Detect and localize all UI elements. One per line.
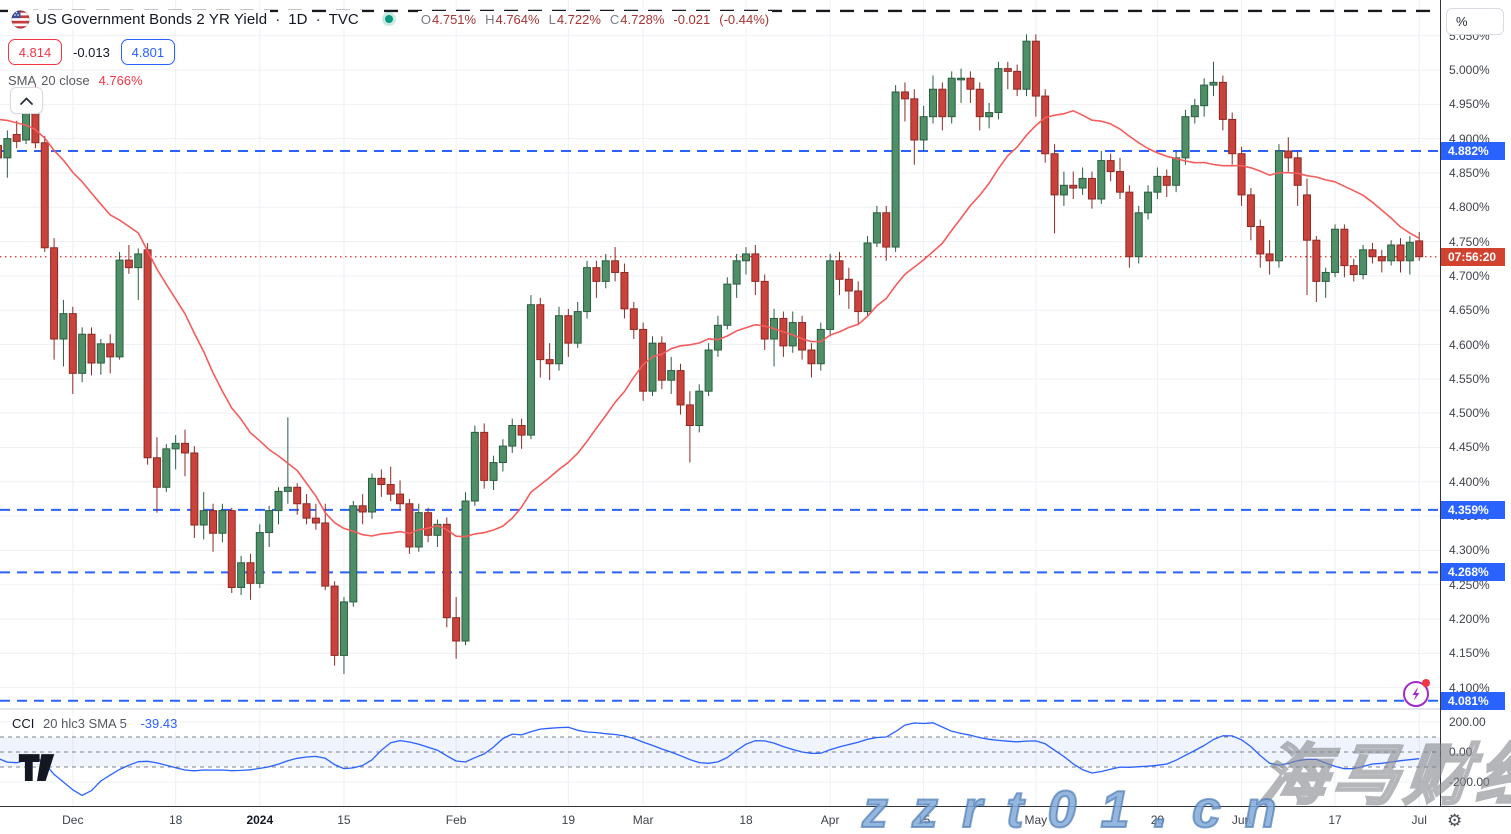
separator: · [275, 10, 281, 28]
time-tick-label: Apr [820, 813, 840, 827]
tradingview-logo[interactable] [18, 753, 56, 783]
us-flag-icon [8, 8, 33, 30]
chart-canvas[interactable] [0, 0, 1440, 806]
exchange-label: TVC [325, 9, 362, 29]
close-value: 4.728% [620, 11, 665, 27]
buy-button[interactable]: 4.801 [120, 39, 175, 65]
cci-tick-label: 200.00 [1449, 715, 1486, 729]
countdown-badge: 07:56:20 [1441, 247, 1505, 266]
time-tick-label: 18 [168, 813, 183, 827]
price-alert-icon[interactable] [1403, 679, 1430, 707]
sma-params: 20 close [41, 73, 90, 88]
cci-band [0, 736, 1440, 768]
time-tick-label: 15 [337, 813, 351, 827]
time-tick-label: 15 [916, 813, 931, 827]
market-status-icon[interactable] [381, 12, 396, 26]
level-price-badge: 4.081% [1441, 691, 1505, 710]
gear-icon[interactable]: ⚙ [1447, 811, 1463, 830]
low-value: 4.722% [556, 11, 601, 27]
candles [0, 34, 1424, 674]
time-tick-label: Feb [445, 813, 467, 827]
cci-value: -39.43 [140, 716, 178, 731]
interval-button[interactable]: 1D [285, 9, 311, 29]
open-value: 4.751% [432, 11, 477, 27]
symbol-title[interactable]: US Government Bonds 2 YR Yield [33, 9, 271, 29]
price-tick-label: 4.850% [1449, 165, 1490, 180]
time-tick-label: 18 [739, 813, 753, 827]
time-tick-label: 17 [1328, 813, 1342, 827]
spread-value: -0.013 [73, 44, 110, 60]
price-tick-label: 4.450% [1449, 440, 1490, 455]
price-tick-label: 4.650% [1449, 303, 1490, 318]
time-tick-label: Jun [1231, 813, 1252, 827]
price-tick-label: 4.400% [1449, 474, 1490, 489]
symbol-row: US Government Bonds 2 YR Yield · 1D · TV… [8, 8, 773, 30]
cci-tick-label: 0.00 [1449, 745, 1473, 759]
low-label: L [548, 11, 556, 27]
time-tick-label: 20 [1150, 813, 1165, 827]
sma-value: 4.766% [98, 73, 143, 88]
ohlc-values: O 4.751% H 4.764% L 4.722% C 4.728% -0.021 (… [417, 10, 773, 28]
time-tick-label: Mar [632, 813, 654, 827]
price-tick-label: 4.500% [1449, 406, 1490, 421]
change-percent: (-0.44%) [719, 11, 770, 27]
high-value: 4.764% [495, 11, 540, 27]
price-tick-label: 4.550% [1449, 371, 1490, 386]
sma20-line[interactable] [0, 110, 1420, 538]
price-tick-label: 4.600% [1449, 337, 1490, 352]
close-label: C [609, 11, 620, 27]
price-tick-label: 4.150% [1449, 646, 1490, 661]
price-tick-label: 4.100% [1449, 680, 1490, 695]
cci-line[interactable] [0, 722, 1420, 797]
time-tick-label: Jul [1411, 813, 1427, 827]
sma-legend: SMA 20 close 4.766% [8, 73, 772, 88]
trade-buttons-row: 4.814 -0.013 4.801 [8, 38, 772, 66]
cci-tick-label: -200.00 [1449, 775, 1490, 789]
price-tick-label: 4.200% [1449, 612, 1490, 627]
price-scale-unit-button[interactable]: % [1446, 8, 1504, 35]
price-tick-label: 4.950% [1449, 97, 1490, 112]
price-tick-label: 4.800% [1449, 200, 1490, 215]
price-axis[interactable]: % 5.050% 5.000% 4.950% 4.900% 4.850% 4.800% 4.… [1440, 0, 1511, 806]
legend-overlay: US Government Bonds 2 YR Yield · 1D · TV… [8, 8, 773, 88]
level-price-badge: 4.882% [1441, 141, 1505, 160]
time-tick-label: 19 [561, 813, 576, 827]
sma-name: SMA [8, 73, 37, 88]
price-tick-label: 4.300% [1449, 543, 1490, 558]
price-tick-label: 5.000% [1449, 63, 1490, 77]
cci-params: 20 hlc3 SMA 5 [43, 716, 127, 731]
open-label: O [420, 11, 431, 27]
cci-name: CCI [12, 716, 35, 731]
chevron-up-icon[interactable] [10, 87, 43, 114]
sell-button[interactable]: 4.814 [8, 39, 62, 65]
time-tick-label: Dec [62, 813, 84, 827]
cci-legend: CCI 20 hlc3 SMA 5 -39.43 [10, 716, 180, 731]
price-tick-label: 4.700% [1449, 268, 1490, 283]
time-tick-label: May [1024, 813, 1048, 827]
level-price-badge: 4.359% [1441, 500, 1505, 519]
change-value: -0.021 [673, 11, 711, 27]
gridlines [0, 0, 1440, 806]
level-price-badge: 4.268% [1441, 563, 1505, 582]
high-label: H [485, 11, 495, 27]
time-axis[interactable]: ⚙ Dec 18 2024 15 Feb 19 Mar 18 Apr 15 May 20 Jun 17 Ju… [0, 806, 1511, 834]
time-tick-label: 2024 [246, 813, 274, 827]
price-tick-label: 4.750% [1449, 234, 1490, 249]
separator: · [315, 10, 321, 28]
